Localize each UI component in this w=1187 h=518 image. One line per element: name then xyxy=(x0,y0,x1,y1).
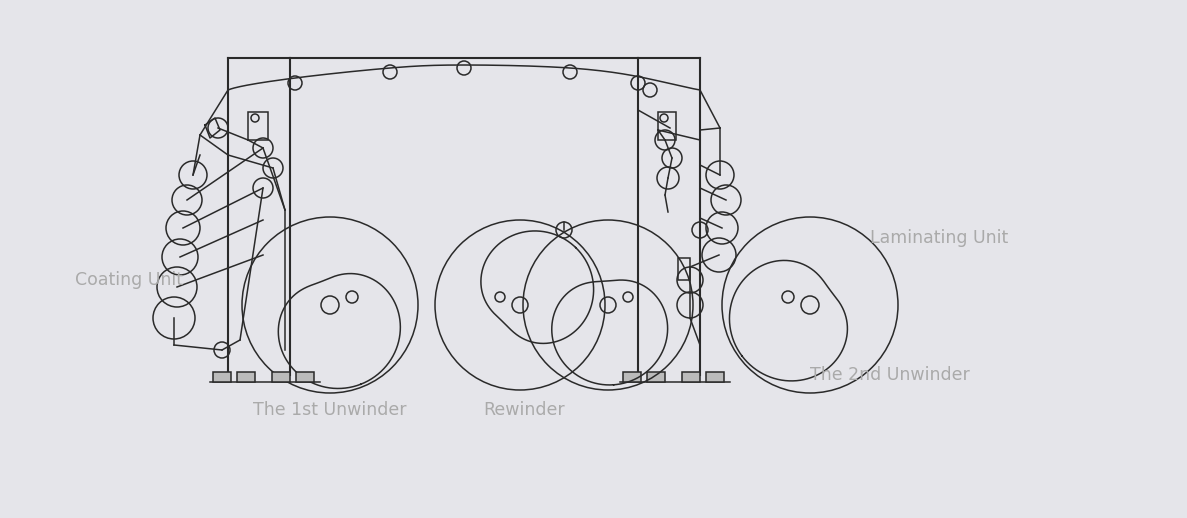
Bar xyxy=(296,372,315,382)
Text: Rewinder: Rewinder xyxy=(483,401,565,419)
Bar xyxy=(683,372,700,382)
Bar xyxy=(658,112,677,140)
Text: Laminating Unit: Laminating Unit xyxy=(870,229,1008,247)
Text: The 1st Unwinder: The 1st Unwinder xyxy=(253,401,407,419)
Bar xyxy=(647,372,665,382)
Bar xyxy=(678,258,690,280)
Bar xyxy=(248,112,268,140)
Bar xyxy=(237,372,255,382)
Bar xyxy=(706,372,724,382)
Text: The 2nd Unwinder: The 2nd Unwinder xyxy=(810,366,970,384)
Bar xyxy=(272,372,290,382)
Text: Coating Unit: Coating Unit xyxy=(75,271,183,289)
Bar xyxy=(623,372,641,382)
Bar xyxy=(212,372,231,382)
